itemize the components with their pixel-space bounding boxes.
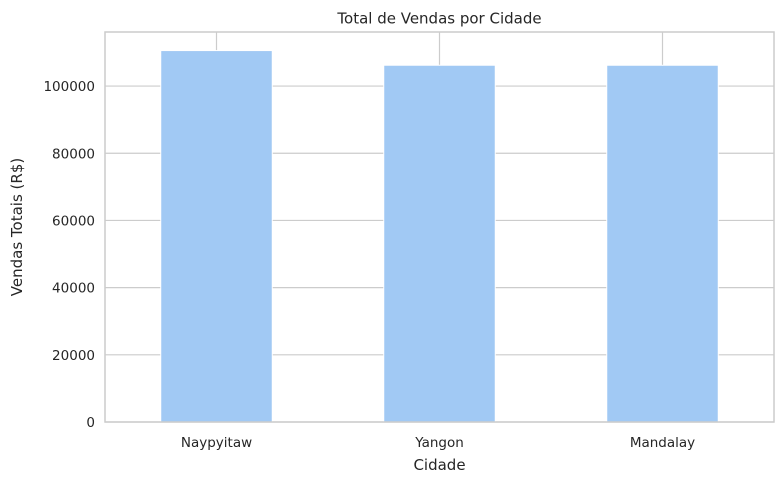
y-tick-label: 80000 [52, 146, 95, 162]
x-tick-label: Naypyitaw [181, 435, 252, 451]
y-tick-label: 100000 [43, 79, 95, 95]
chart-title: Total de Vendas por Cidade [336, 10, 541, 28]
x-axis-label: Cidade [413, 456, 465, 474]
y-tick-label: 60000 [52, 213, 95, 229]
x-tick-labels: Naypyitaw Yangon Mandalay [181, 435, 695, 451]
plot-frame [104, 31, 775, 423]
bar-naypyitaw [160, 50, 273, 423]
y-axis-label: Vendas Totais (R$) [8, 158, 26, 296]
plot-border [104, 31, 775, 423]
y-tick-labels: 0 20000 40000 60000 80000 100000 [43, 79, 95, 431]
y-tick-label: 20000 [52, 348, 95, 364]
x-tick-label: Mandalay [630, 435, 695, 451]
y-tick-label: 0 [86, 415, 95, 431]
bar-yangon [383, 64, 496, 423]
y-tick-label: 40000 [52, 281, 95, 297]
bars [160, 50, 719, 423]
x-tick-label: Yangon [414, 435, 464, 451]
bar-mandalay [606, 64, 719, 423]
